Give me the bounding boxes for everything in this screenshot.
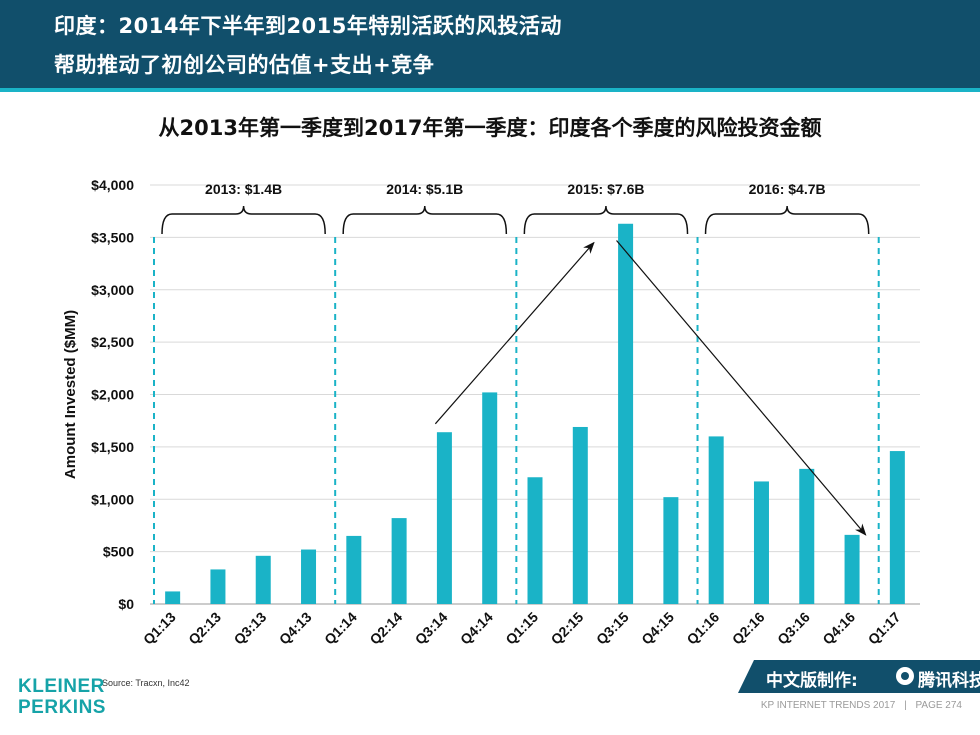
x-tick-label: Q1:13 — [140, 609, 179, 648]
x-tick-label: Q3:14 — [412, 609, 451, 648]
year-total-label: 2014: $5.1B — [386, 181, 463, 197]
header-title-line2: 帮助推动了初创公司的估值+支出+竞争 — [54, 53, 435, 77]
x-tick-label: Q4:14 — [457, 609, 496, 648]
year-bracket — [161, 205, 326, 235]
report-name: KP INTERNET TRENDS 2017 — [760, 700, 896, 711]
bar — [210, 569, 226, 604]
y-tick-label: $3,500 — [91, 229, 134, 245]
x-tick-label: Q1:14 — [321, 609, 360, 648]
bar — [391, 518, 407, 604]
chart-title: 从2013年第一季度到2017年第一季度：印度各个季度的风险投资金额 — [158, 116, 822, 140]
x-tick-label: Q3:15 — [593, 609, 632, 648]
x-tick-label: Q1:17 — [865, 609, 904, 648]
bar — [844, 534, 860, 604]
x-tick-label: Q1:15 — [502, 609, 541, 648]
footer-separator: | — [904, 700, 907, 711]
bar — [165, 591, 181, 604]
bar — [572, 426, 588, 604]
credit-text: 中文版制作: — [766, 671, 858, 691]
bar — [663, 497, 679, 604]
bar — [618, 223, 634, 604]
kleiner-perkins-logo: KLEINER PERKINS — [18, 676, 106, 718]
header-banner: 印度：2014年下半年到2015年特别活跃的风投活动 帮助推动了初创公司的估值+… — [0, 0, 980, 92]
tencent-icon — [896, 667, 914, 685]
logo-line2: PERKINS — [18, 697, 106, 718]
bar — [708, 436, 724, 604]
x-tick-label: Q2:16 — [729, 609, 768, 648]
source-note: Source: Tracxn, Inc42 — [102, 678, 190, 688]
bar — [753, 481, 769, 604]
year-total-label: 2016: $4.7B — [749, 181, 826, 197]
year-bracket — [523, 205, 689, 235]
footer-report: KP INTERNET TRENDS 2017 | PAGE 274 — [761, 700, 962, 711]
year-total-label: 2015: $7.6B — [567, 181, 644, 197]
x-tick-label: Q1:16 — [683, 609, 722, 648]
y-tick-label: $0 — [118, 596, 134, 612]
year-total-label: 2013: $1.4B — [205, 181, 282, 197]
trend-arrow — [434, 241, 595, 425]
x-tick-label: Q2:14 — [366, 609, 405, 648]
bar — [301, 549, 317, 604]
y-tick-label: $2,500 — [91, 334, 134, 350]
bar — [255, 555, 271, 604]
bar — [436, 432, 452, 604]
page-number: PAGE 274 — [915, 700, 962, 711]
bar — [799, 468, 815, 604]
x-tick-label: Q4:13 — [276, 609, 315, 648]
bar — [482, 392, 498, 604]
x-tick-label: Q2:15 — [548, 609, 587, 648]
bar — [346, 535, 362, 604]
y-tick-label: $2,000 — [91, 387, 134, 403]
x-tick-label: Q4:16 — [819, 609, 858, 648]
year-bracket — [704, 205, 870, 235]
x-tick-label: Q4:15 — [638, 609, 677, 648]
year-bracket — [342, 205, 508, 235]
header-title-line1: 印度：2014年下半年到2015年特别活跃的风投活动 — [54, 14, 562, 38]
y-tick-label: $1,500 — [91, 439, 134, 455]
bar — [889, 451, 905, 604]
credit-banner: 中文版制作: 腾讯科技 — [738, 660, 980, 693]
logo-line1: KLEINER — [18, 676, 105, 697]
trend-arrow — [616, 240, 867, 536]
y-tick-label: $4,000 — [91, 177, 134, 193]
y-tick-label: $3,000 — [91, 282, 134, 298]
x-tick-label: Q3:16 — [774, 609, 813, 648]
x-tick-label: Q3:13 — [231, 609, 270, 648]
y-tick-label: $500 — [103, 544, 134, 560]
credit-brand: 腾讯科技 — [918, 671, 980, 691]
y-tick-label: $1,000 — [91, 491, 134, 507]
y-axis-label: Amount Invested ($MM) — [62, 310, 79, 479]
bar — [527, 477, 543, 604]
x-tick-label: Q2:13 — [185, 609, 224, 648]
